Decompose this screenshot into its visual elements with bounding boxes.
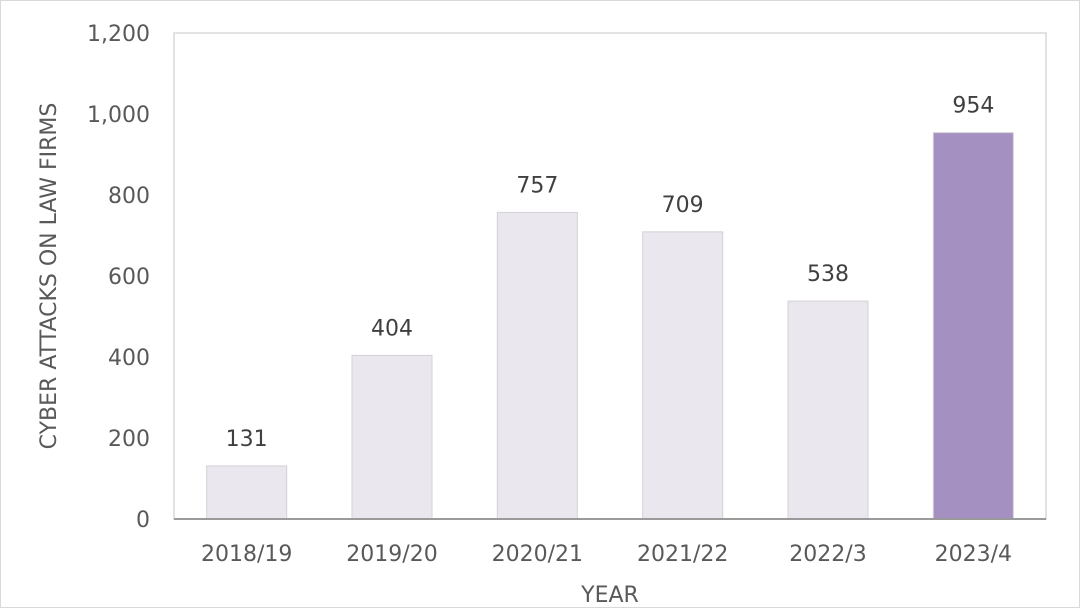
bar-2022-3 [787,300,869,520]
y-tick-label: 200 [108,427,150,452]
data-label: 131 [226,427,268,452]
bar-2020-21 [496,211,578,520]
data-label: 538 [807,262,849,287]
data-label: 709 [662,193,704,218]
x-axis-ticks: 2018/19 2019/20 2020/21 2021/22 2022/3 2023/4 [201,542,1012,567]
data-label: 404 [371,316,413,341]
x-axis-title: YEAR [580,583,639,608]
bar-2023-4 [932,132,1014,520]
x-tick-label: 2023/4 [935,542,1012,567]
y-tick-label: 400 [108,346,150,371]
plot-area-border [173,32,1047,520]
bars-group: 131 404 757 709 538 954 [206,94,1014,520]
y-tick-label: 1,000 [87,103,150,128]
bar-2021-22 [642,231,724,520]
y-tick-label: 800 [108,184,150,209]
data-label: 954 [952,94,994,119]
x-tick-label: 2018/19 [201,542,292,567]
y-axis-title: CYBER ATTACKS ON LAW FIRMS [37,103,62,450]
x-tick-label: 2020/21 [492,542,583,567]
y-axis-ticks: 0 200 400 600 800 1,000 1,200 [87,22,150,533]
x-tick-label: 2019/20 [346,542,437,567]
y-tick-label: 0 [136,508,150,533]
y-tick-label: 1,200 [87,22,150,47]
x-tick-label: 2022/3 [789,542,866,567]
x-tick-label: 2021/22 [637,542,728,567]
data-label: 757 [516,173,558,198]
y-tick-label: 600 [108,265,150,290]
bar-2019-20 [351,354,433,520]
bar-2018-19 [206,465,288,520]
